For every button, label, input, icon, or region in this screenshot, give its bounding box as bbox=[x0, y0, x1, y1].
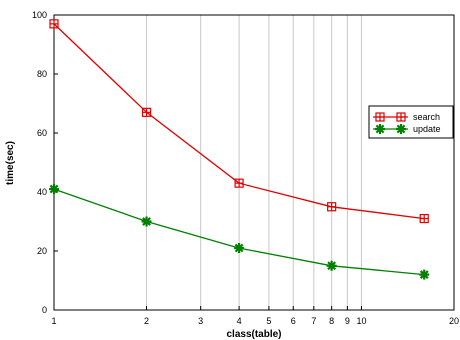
data-point-update-arm bbox=[142, 217, 151, 226]
legend-marker-update bbox=[375, 124, 385, 134]
y-axis-title: time(sec) bbox=[5, 141, 16, 185]
data-point-update bbox=[141, 216, 152, 227]
series bbox=[49, 19, 430, 280]
legend-marker-search bbox=[375, 112, 385, 122]
y-tick-label: 80 bbox=[37, 69, 47, 79]
y-tick-label: 20 bbox=[37, 246, 47, 256]
legend: search update bbox=[368, 105, 454, 139]
x-tick-label: 4 bbox=[237, 316, 242, 326]
legend-label-search: search bbox=[413, 112, 440, 122]
x-tick-label: 10 bbox=[356, 316, 366, 326]
legend-marker-search bbox=[396, 112, 406, 122]
x-tick-label: 5 bbox=[266, 316, 271, 326]
data-point-update-arm bbox=[327, 261, 337, 271]
y-tick-label: 60 bbox=[37, 128, 47, 138]
plot-area bbox=[54, 15, 454, 310]
y-tick-label: 0 bbox=[42, 305, 47, 315]
data-point-update bbox=[234, 243, 245, 254]
x-tick-label: 8 bbox=[329, 316, 334, 326]
data-point-search bbox=[327, 202, 337, 212]
y-tick-label: 40 bbox=[37, 187, 47, 197]
data-point-update-arm bbox=[49, 184, 59, 194]
legend-marker-update-arm bbox=[396, 124, 406, 134]
data-point-update bbox=[326, 260, 337, 271]
x-tick-label: 20 bbox=[449, 316, 459, 326]
data-point-update bbox=[49, 184, 59, 195]
axis-ticks: 1 2 3 4 5 6 7 8 9 10 20 0 20 40 60 80 100 bbox=[32, 10, 459, 326]
data-point-search bbox=[419, 213, 429, 224]
plot-frame bbox=[53, 14, 455, 311]
x-axis-title: class(table) bbox=[226, 329, 281, 340]
y-tick-label: 100 bbox=[32, 10, 47, 20]
x-tick-label: 2 bbox=[144, 316, 149, 326]
legend-marker-update-arm bbox=[375, 124, 385, 134]
x-tick-label: 3 bbox=[198, 316, 203, 326]
data-point-search bbox=[234, 178, 244, 188]
x-tick-label: 7 bbox=[311, 316, 316, 326]
grid bbox=[146, 15, 362, 310]
x-tick-label: 9 bbox=[345, 316, 350, 326]
data-point-search bbox=[49, 19, 59, 29]
x-tick-label: 1 bbox=[51, 316, 56, 326]
legend-marker-update bbox=[396, 124, 406, 134]
data-point-update bbox=[419, 269, 430, 280]
data-point-update-arm bbox=[234, 243, 244, 253]
data-point-search bbox=[141, 107, 152, 117]
legend-label-update: update bbox=[413, 124, 441, 134]
data-point-update-arm bbox=[419, 270, 429, 279]
x-tick-label: 6 bbox=[291, 316, 296, 326]
